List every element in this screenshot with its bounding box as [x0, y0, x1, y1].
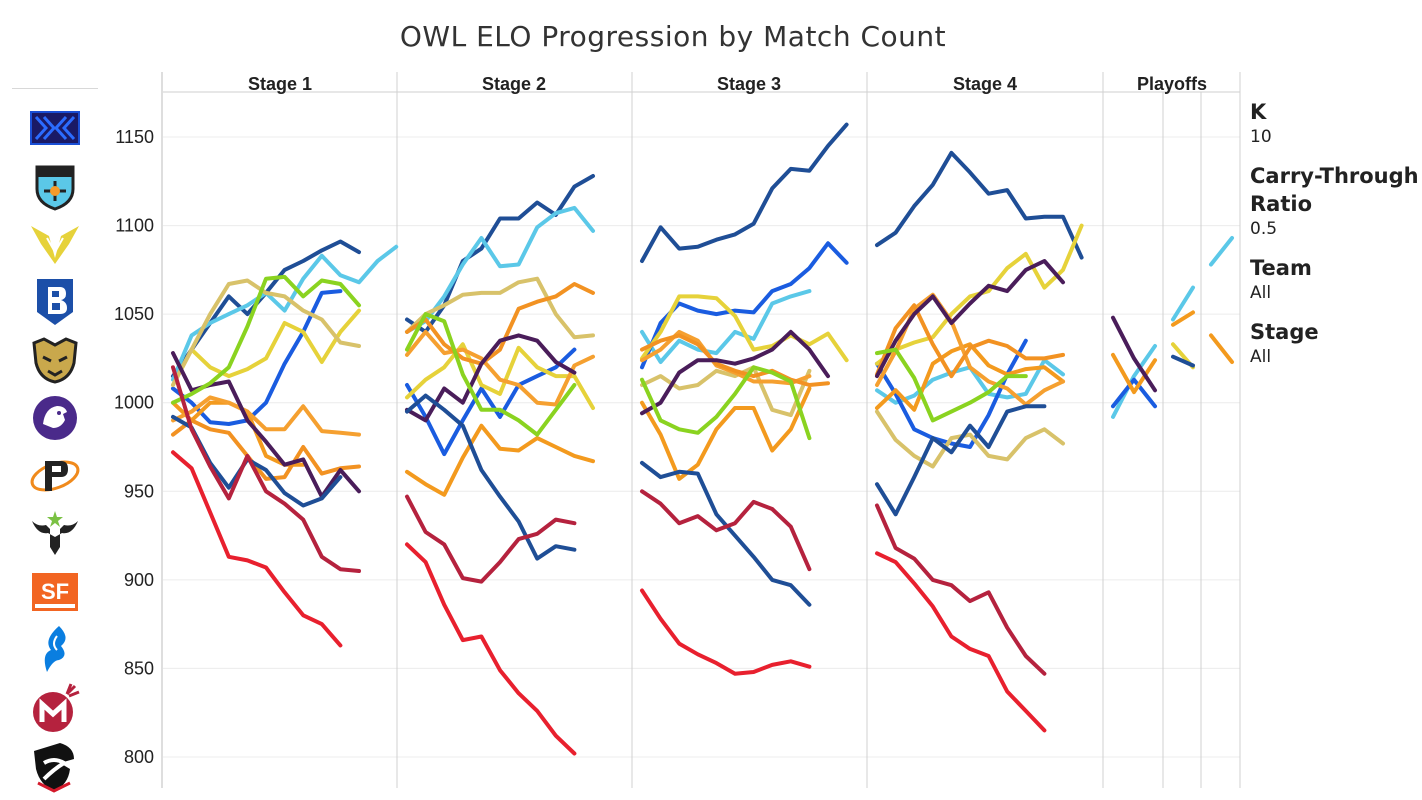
y-tick-label: 900 — [124, 570, 154, 590]
series-line-3 — [405, 342, 595, 410]
y-tick-label: 1000 — [114, 393, 154, 413]
series-line-12 — [875, 551, 1047, 733]
chart-title: OWL ELO Progression by Match Count — [399, 20, 947, 53]
panel-header: Stage 3 — [717, 74, 781, 94]
series-line-1 — [171, 244, 399, 382]
stage-filter-value[interactable]: All — [1250, 347, 1272, 367]
carry-through-ratio-value[interactable]: 0.5 — [1250, 219, 1278, 239]
series-line-1 — [405, 205, 595, 334]
series-line-11 — [405, 494, 577, 584]
series-line-10 — [405, 393, 577, 561]
series-line-6 — [171, 395, 361, 437]
series-line-1 — [1171, 285, 1195, 322]
series-line-5 — [405, 423, 595, 497]
nyxl-logo[interactable] — [12, 99, 98, 157]
series-line-5 — [875, 342, 1065, 412]
series-line-5 — [640, 386, 812, 481]
series-line-2 — [640, 241, 849, 370]
outlaws-logo[interactable] — [12, 505, 98, 563]
series-line-10 — [875, 404, 1047, 517]
series-line-12 — [171, 450, 343, 648]
carry-through-ratio-label: Carry-Through Ratio — [1250, 164, 1419, 216]
series-line-8 — [1111, 315, 1157, 393]
y-tick-label: 1050 — [114, 304, 154, 324]
y-tick-label: 950 — [124, 481, 154, 501]
series-line-8 — [875, 259, 1065, 379]
series-line-10 — [640, 460, 812, 607]
gladiators-logo[interactable] — [12, 389, 98, 447]
series-line-9 — [875, 347, 1028, 423]
series-line-10 — [1171, 354, 1195, 368]
series-line-9 — [640, 365, 812, 441]
y-tick-label: 850 — [124, 658, 154, 678]
k-value[interactable]: 10 — [1250, 127, 1272, 147]
series-line-1 — [640, 289, 812, 364]
y-tick-label: 1150 — [115, 127, 154, 147]
y-tick-label: 1100 — [115, 216, 154, 236]
series-line-5 — [1171, 310, 1195, 327]
fuel-logo[interactable] — [12, 621, 98, 679]
seoul-logo[interactable] — [12, 331, 98, 389]
series-line-4 — [875, 409, 1065, 469]
logo-divider — [12, 88, 98, 89]
series-line-8 — [640, 329, 830, 416]
series-line-0 — [640, 122, 849, 263]
series-line-7 — [171, 418, 361, 481]
fusion-logo[interactable] — [12, 447, 98, 505]
mayhem-logo[interactable] — [12, 679, 98, 737]
shock-logo[interactable]: SF — [12, 563, 98, 621]
series-line-3 — [171, 308, 361, 387]
stage-filter-label: Stage — [1250, 320, 1319, 344]
filter-panel: K 10 Carry-Through Ratio 0.5 Team All St… — [1250, 98, 1420, 382]
series-line-1 — [1111, 344, 1157, 419]
team-filter-label: Team — [1250, 256, 1312, 280]
series-line-12 — [640, 588, 812, 676]
series-line-9 — [405, 312, 577, 437]
panel-header: Stage 4 — [953, 74, 1017, 94]
series-line-5 — [1209, 333, 1234, 364]
series-line-1 — [1209, 236, 1234, 267]
series-line-3 — [640, 294, 849, 363]
panel-header: Stage 1 — [248, 74, 312, 94]
series-line-4 — [640, 365, 812, 418]
series-line-8 — [405, 333, 577, 423]
series-line-11 — [875, 503, 1047, 676]
london-logo[interactable] — [12, 157, 98, 215]
series-line-5 — [1111, 352, 1157, 395]
k-label: K — [1250, 100, 1267, 124]
series-line-0 — [405, 174, 595, 334]
series-line-11 — [171, 365, 361, 573]
y-tick-label: 800 — [124, 747, 154, 767]
series-line-4 — [171, 278, 361, 387]
series-line-11 — [640, 489, 812, 572]
team-logo-column: SF — [12, 88, 98, 795]
dragons-logo[interactable] — [12, 737, 98, 795]
valiant-logo[interactable] — [12, 215, 98, 273]
series-line-2 — [1111, 377, 1157, 409]
svg-text:SF: SF — [41, 579, 69, 604]
series-line-7 — [405, 282, 595, 366]
series-line-0 — [875, 150, 1084, 260]
series-line-4 — [405, 276, 595, 340]
panel-header: Stage 2 — [482, 74, 546, 94]
series-line-7 — [875, 303, 1065, 379]
panel-header: Playoffs — [1137, 74, 1207, 94]
boston-logo[interactable] — [12, 273, 98, 331]
series-line-7 — [640, 333, 830, 387]
team-filter-value[interactable]: All — [1250, 283, 1272, 303]
series-line-12 — [405, 542, 577, 756]
series-line-6 — [405, 329, 595, 407]
series-line-9 — [171, 274, 361, 405]
